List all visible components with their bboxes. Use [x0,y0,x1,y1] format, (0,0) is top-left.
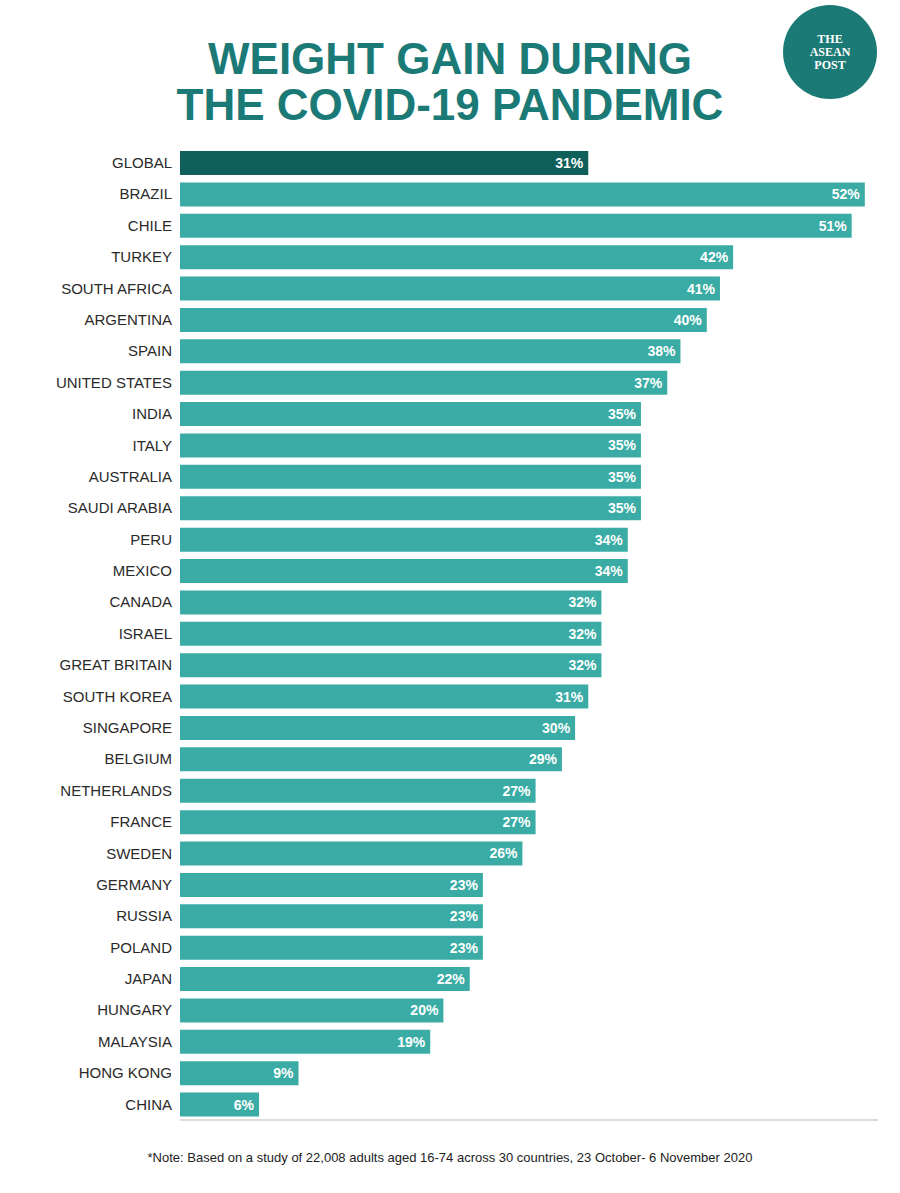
svg-text:CANADA: CANADA [109,593,172,610]
svg-text:27%: 27% [503,814,532,830]
svg-text:27%: 27% [503,783,532,799]
svg-text:MALAYSIA: MALAYSIA [98,1033,172,1050]
html-text:ASEAN: ASEAN [809,44,851,59]
svg-text:31%: 31% [555,689,584,705]
html-text:*Note: Based on a study of 22,: *Note: Based on a study of 22,008 adults… [147,1150,753,1165]
html-text:THE: THE [817,31,843,46]
svg-text:23%: 23% [450,877,479,893]
svg-text:37%: 37% [634,375,663,391]
svg-text:23%: 23% [450,940,479,956]
svg-text:32%: 32% [568,657,597,673]
svg-text:23%: 23% [450,908,479,924]
svg-text:31%: 31% [555,155,584,171]
svg-text:SAUDI ARABIA: SAUDI ARABIA [68,499,172,516]
svg-text:HUNGARY: HUNGARY [97,1001,172,1018]
svg-text:32%: 32% [568,626,597,642]
svg-text:TURKEY: TURKEY [111,248,172,265]
svg-text:35%: 35% [608,500,637,516]
svg-text:34%: 34% [595,532,624,548]
svg-text:NETHERLANDS: NETHERLANDS [60,782,172,799]
svg-text:MEXICO: MEXICO [113,562,172,579]
svg-text:51%: 51% [819,218,848,234]
svg-text:PERU: PERU [130,531,172,548]
svg-text:FRANCE: FRANCE [110,813,172,830]
html-text:POST: POST [814,57,846,72]
svg-text:GERMANY: GERMANY [96,876,172,893]
svg-text:41%: 41% [687,281,716,297]
svg-text:9%: 9% [273,1065,294,1081]
svg-text:20%: 20% [410,1002,439,1018]
svg-text:6%: 6% [234,1097,255,1113]
svg-text:30%: 30% [542,720,571,736]
svg-text:32%: 32% [568,594,597,610]
svg-text:42%: 42% [700,249,729,265]
svg-text:35%: 35% [608,469,637,485]
svg-text:HONG KONG: HONG KONG [79,1064,172,1081]
svg-text:POLAND: POLAND [110,939,172,956]
svg-text:GREAT BRITAIN: GREAT BRITAIN [59,656,172,673]
svg-text:SINGAPORE: SINGAPORE [83,719,172,736]
svg-text:22%: 22% [437,971,466,987]
svg-text:34%: 34% [595,563,624,579]
svg-text:ITALY: ITALY [133,437,172,454]
svg-text:35%: 35% [608,437,637,453]
svg-text:ARGENTINA: ARGENTINA [84,311,172,328]
svg-text:26%: 26% [489,845,518,861]
svg-text:35%: 35% [608,406,637,422]
svg-text:38%: 38% [647,343,676,359]
svg-text:BRAZIL: BRAZIL [119,185,172,202]
svg-text:SOUTH AFRICA: SOUTH AFRICA [61,280,172,297]
svg-text:19%: 19% [397,1034,426,1050]
svg-text:INDIA: INDIA [132,405,172,422]
svg-text:52%: 52% [832,186,861,202]
svg-text:UNITED STATES: UNITED STATES [56,374,172,391]
html-text:WEIGHT GAIN DURING THE COVID-1: WEIGHT GAIN DURING THE COVID-19 PANDEMIC [176,34,724,129]
svg-text:RUSSIA: RUSSIA [116,907,172,924]
svg-text:BELGIUM: BELGIUM [104,750,172,767]
svg-text:40%: 40% [674,312,703,328]
svg-text:AUSTRALIA: AUSTRALIA [89,468,172,485]
svg-text:CHINA: CHINA [125,1096,172,1113]
svg-text:GLOBAL: GLOBAL [112,154,172,171]
svg-text:JAPAN: JAPAN [125,970,172,987]
svg-text:SOUTH KOREA: SOUTH KOREA [63,688,172,705]
svg-text:SPAIN: SPAIN [128,342,172,359]
svg-text:29%: 29% [529,751,558,767]
svg-text:ISRAEL: ISRAEL [119,625,172,642]
svg-text:SWEDEN: SWEDEN [106,845,172,862]
svg-text:CHILE: CHILE [128,217,172,234]
